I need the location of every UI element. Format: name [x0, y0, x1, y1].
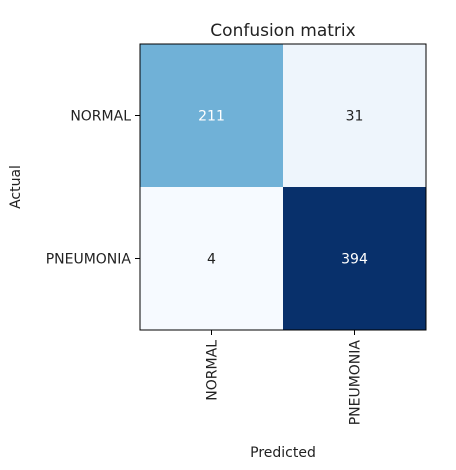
cell-value-label: 394 [341, 252, 368, 268]
y-tick-label: PNEUMONIA [46, 252, 132, 268]
cell-value-label: 4 [207, 252, 216, 268]
y-axis-ticks: NORMAL PNEUMONIA [46, 109, 140, 268]
x-tick-label: NORMAL [205, 340, 221, 401]
x-axis-ticks: NORMAL PNEUMONIA [205, 330, 364, 425]
cell-value-label: 31 [346, 109, 364, 125]
chart-title: Confusion matrix [210, 21, 355, 41]
x-axis-label: Predicted [250, 445, 316, 461]
y-tick-label: NORMAL [70, 109, 131, 125]
x-tick-label: PNEUMONIA [348, 340, 364, 426]
heatmap-cells: 211 31 4 394 [140, 44, 426, 330]
y-axis-label: Actual [8, 165, 24, 209]
cell-value-label: 211 [198, 109, 225, 125]
